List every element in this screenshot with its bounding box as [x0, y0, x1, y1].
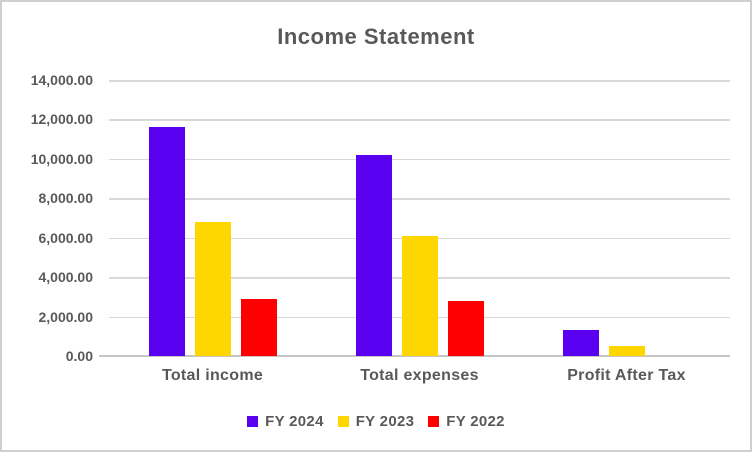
category-label-profit-after-tax: Profit After Tax [567, 367, 686, 384]
y-axis-label: 4,000.00 [38, 269, 94, 286]
y-axis-label: 2,000.00 [38, 308, 94, 325]
category-label-total-income: Total income [161, 367, 264, 384]
legend-item-fy-2023: FY 2023 [337, 413, 415, 430]
bar-fy-2024-profit-after-tax [562, 330, 599, 356]
legend-swatch-fy-2022 [428, 416, 440, 427]
y-axis-label: 10,000.00 [30, 150, 93, 167]
legend-label-fy-2022: FY 2022 [446, 413, 505, 430]
legend-label-fy-2024: FY 2024 [265, 413, 324, 430]
bar-fy-2023-total-expenses [401, 235, 438, 356]
y-axis-label: 0.00 [65, 348, 93, 364]
gridline [109, 80, 730, 82]
bar-fy-2024-total-expenses [355, 154, 392, 356]
bar-fy-2022-total-income [240, 298, 277, 356]
y-axis-label: 14,000.00 [30, 72, 93, 88]
chart-title: Income Statement [277, 24, 475, 49]
legend-swatch-fy-2024 [247, 416, 259, 427]
y-axis-label: 6,000.00 [38, 229, 94, 246]
gridline [109, 198, 730, 200]
legend-item-fy-2022: FY 2022 [428, 413, 505, 430]
gridline [109, 119, 730, 121]
gridline [109, 158, 730, 161]
y-axis-label: 8,000.00 [38, 190, 94, 207]
legend-swatch-fy-2023 [337, 416, 349, 427]
bar-fy-2023-total-income [194, 221, 231, 356]
x-axis-line [99, 355, 730, 357]
legend: FY 2024 FY 2023 FY 2022 [2, 413, 750, 430]
category-label-total-expenses: Total expenses [360, 367, 479, 384]
bar-fy-2022-total-expenses [447, 300, 484, 356]
y-axis-label: 12,000.00 [30, 111, 93, 128]
bar-fy-2024-total-income [148, 127, 185, 356]
legend-item-fy-2024: FY 2024 [247, 413, 324, 430]
legend-label-fy-2023: FY 2023 [355, 413, 415, 430]
bar-fy-2023-profit-after-tax [608, 346, 645, 356]
